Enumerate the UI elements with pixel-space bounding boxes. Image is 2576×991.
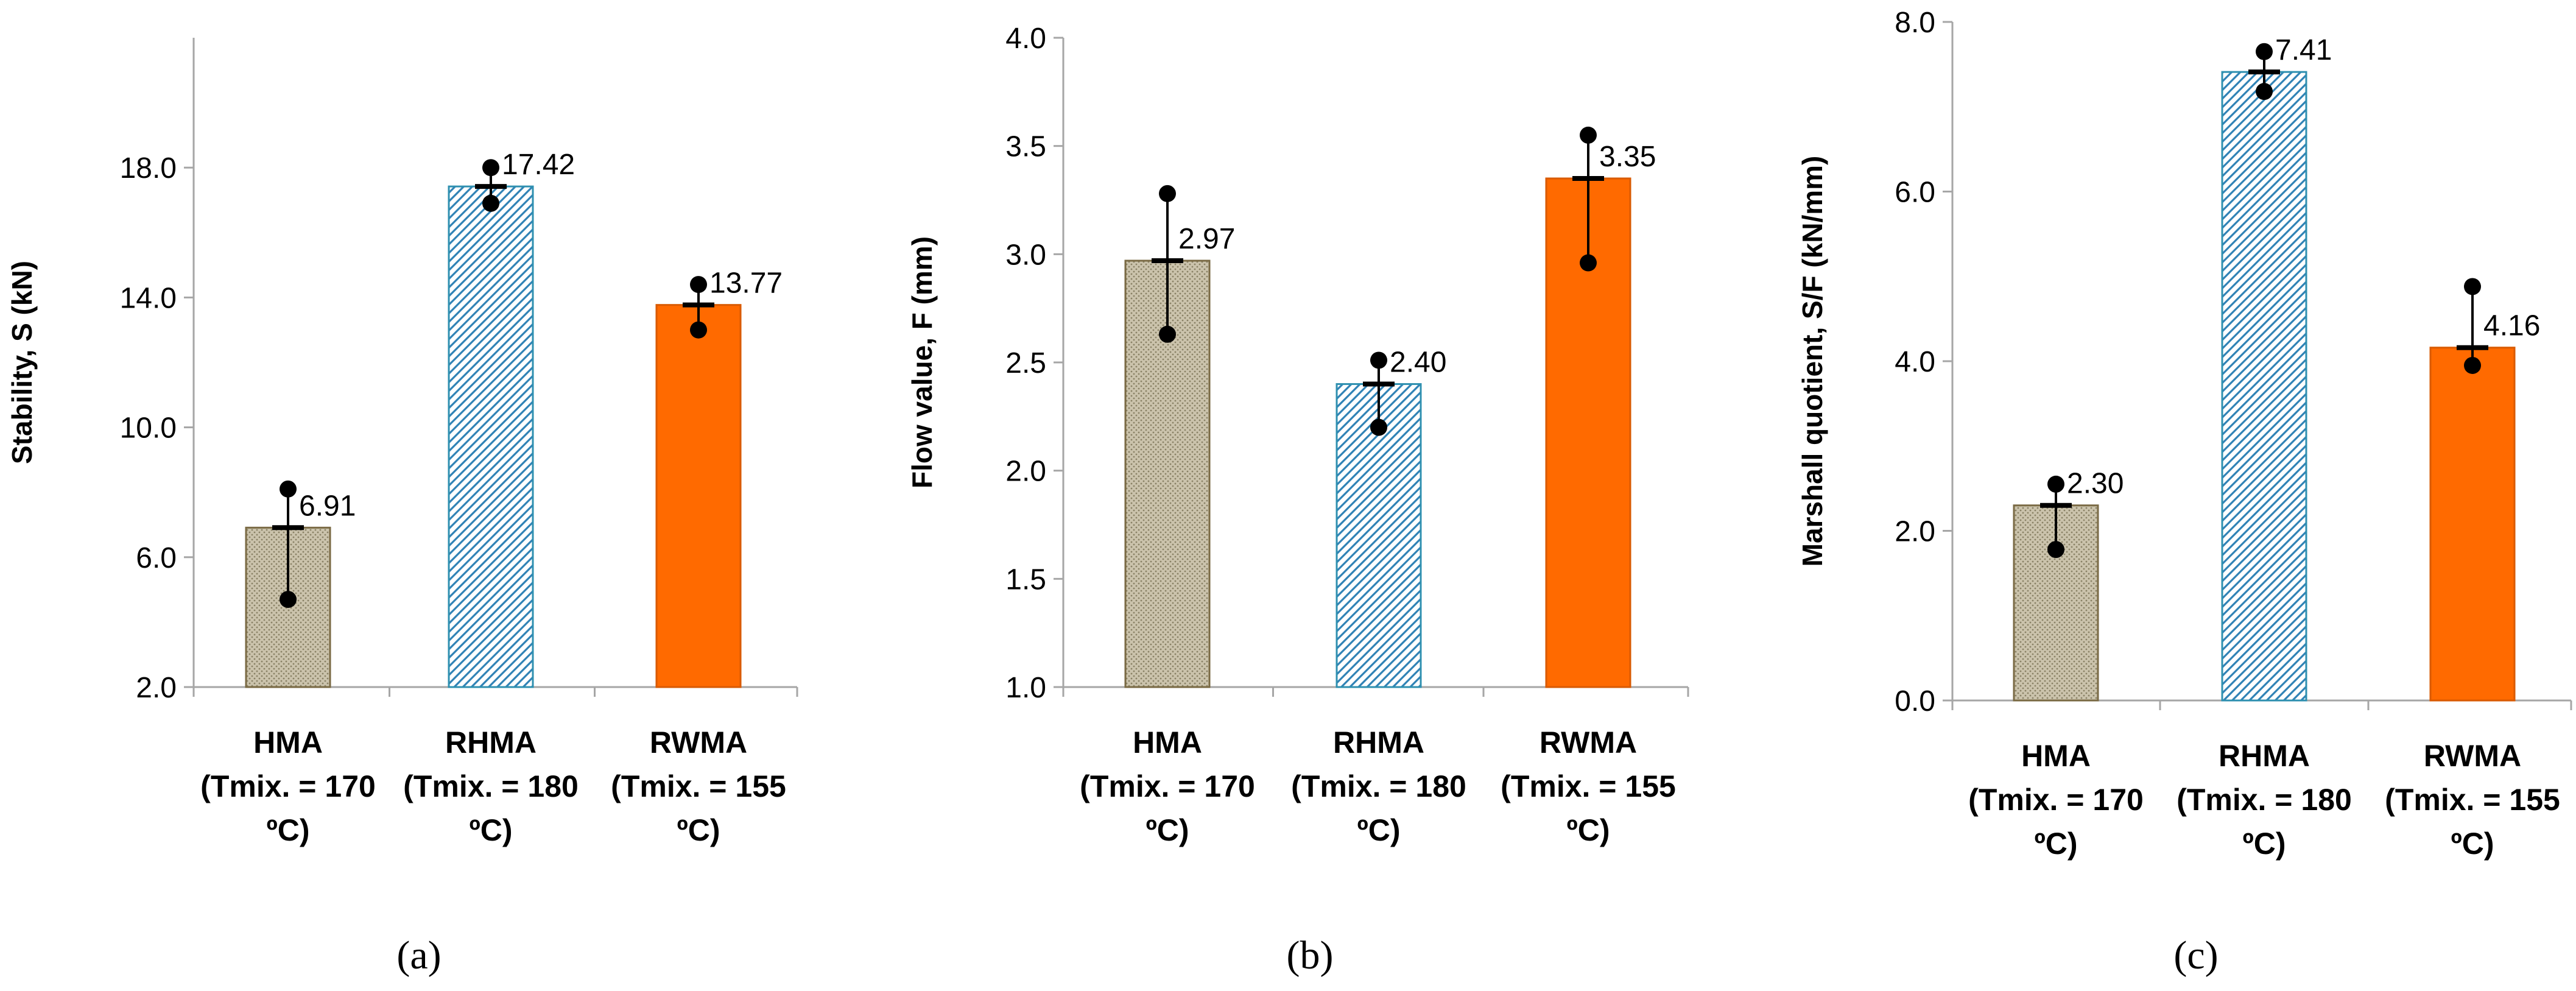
max-point [690,276,707,294]
x-category-label: RHMA [1333,725,1424,760]
min-point [2464,356,2481,374]
y-tick-label: 2.0 [1895,516,1935,548]
y-tick-label: 3.0 [1005,239,1046,271]
y-tick-label: 4.0 [1005,23,1046,55]
x-category-label: RHMA [445,725,537,760]
x-category-label: ºC) [1566,813,1610,847]
bar-rwma [655,304,742,688]
x-category-label: HMA [253,725,323,760]
y-tick-label: 0.0 [1895,685,1935,718]
x-category-label: (Tmix. = 170 [1080,769,1255,803]
y-axis-title: Stability, S (kN) [6,261,38,464]
data-label: 2.40 [1390,347,1446,379]
max-point [1159,185,1176,202]
x-category-label: (Tmix. = 155 [2385,783,2560,817]
y-tick-label: 10.0 [120,412,177,445]
max-point [2464,278,2481,295]
y-axis-title: Marshall quotient, S/F (kN/mm) [1797,156,1828,567]
data-label: 4.16 [2483,310,2540,342]
min-point [482,194,499,212]
chart-panel-2: 1.0 1.5 2.0 2.5 3.0 3.5 4.0 Flow value, F (mm) 2… [906,23,1689,978]
data-label: 7.41 [2275,34,2332,66]
min-point [1370,418,1387,436]
y-tick-label: 2.0 [1005,456,1046,488]
data-label: 6.91 [299,490,356,522]
x-category-label: (Tmix. = 180 [403,769,579,803]
chart-panel-3: 0.0 2.0 4.0 6.0 8.0 Marshall quotient, S/F (k… [1797,7,2572,978]
bar-rwma [2429,347,2516,702]
x-category-label: (Tmix. = 180 [1291,769,1466,803]
x-category-label: (Tmix. = 170 [1968,783,2144,817]
y-tick-label: 6.0 [136,542,177,574]
x-category-label: ºC) [469,813,512,847]
min-point [2256,83,2273,101]
max-point [2047,475,2064,493]
max-point [2256,43,2273,60]
x-category-label: (Tmix. = 180 [2177,783,2352,817]
x-category-label: ºC) [1357,813,1400,847]
bar-rhma [448,185,534,688]
data-label: 2.30 [2067,468,2124,500]
data-label: 17.42 [502,149,575,181]
y-tick-label: 14.0 [120,282,177,314]
y-tick-label: 2.5 [1005,347,1046,379]
data-label: 13.77 [709,267,783,300]
data-label: 2.97 [1178,223,1235,255]
min-point [2047,541,2064,559]
y-tick-label: 3.5 [1005,131,1046,163]
y-tick-label: 2.0 [136,672,177,704]
x-category-label: ºC) [2034,827,2077,861]
max-point [482,159,499,177]
min-point [1159,325,1176,343]
x-category-label: ºC) [2451,827,2494,861]
panel-label: (b) [1287,933,1334,978]
data-label: 3.35 [1599,141,1656,173]
x-category-label: (Tmix. = 170 [200,769,376,803]
bar-rhma [2221,71,2307,702]
max-point [1580,126,1597,144]
x-category-label: RWMA [650,725,747,760]
x-category-label: (Tmix. = 155 [611,769,786,803]
y-axis-title: Flow value, F (mm) [906,236,938,488]
min-point [1580,254,1597,272]
x-category-label: (Tmix. = 155 [1501,769,1676,803]
y-tick-label: 18.0 [120,152,177,185]
x-category-label: ºC) [2242,827,2286,861]
y-tick-label: 6.0 [1895,177,1935,209]
min-point [280,591,297,608]
max-point [1370,351,1387,369]
chart-panel-1: 2.0 6.0 10.0 14.0 18.0 Stability, S (kN) 6.91 H… [6,38,798,978]
x-category-label: RWMA [1540,725,1637,760]
y-tick-label: 1.0 [1005,672,1046,704]
x-category-label: HMA [2021,739,2091,773]
min-point [690,321,707,339]
panel-label: (c) [2173,933,2218,978]
x-category-label: ºC) [266,813,309,847]
x-category-label: ºC) [1145,813,1189,847]
y-tick-label: 8.0 [1895,7,1935,39]
x-category-label: HMA [1133,725,1202,760]
x-category-label: RHMA [2219,739,2310,773]
x-category-label: RWMA [2424,739,2521,773]
y-tick-label: 1.5 [1005,563,1046,596]
panel-label: (a) [396,933,441,978]
max-point [280,480,297,498]
x-category-label: ºC) [677,813,720,847]
y-tick-label: 4.0 [1895,346,1935,378]
